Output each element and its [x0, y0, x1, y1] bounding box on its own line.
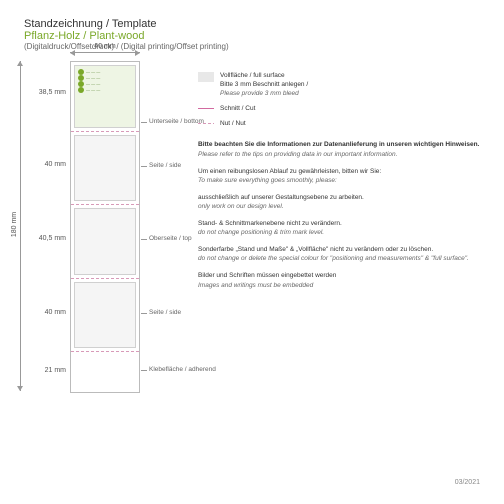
title-de: Standzeichnung / Template	[24, 18, 480, 30]
arrow-vertical-icon	[20, 61, 21, 391]
template-diagram: — — — — — — — — — — — — Unterseite / bot…	[70, 61, 140, 393]
notes: Bitte beachten Sie die Informationen zur…	[198, 140, 480, 289]
legend-cut: Schnitt / Cut	[198, 104, 480, 113]
segment-bottom-panel: — — — — — — — — — — — — Unterseite / bot…	[71, 62, 139, 132]
segment-glue: Klebefläche / adherend	[71, 352, 139, 392]
segment-content-1	[74, 135, 136, 201]
note-2: ausschließlich auf unserer Gestaltungseb…	[198, 193, 480, 211]
main: 40 mm 180 mm 38,5 mm 40 mm 40,5 mm 40 mm…	[24, 61, 480, 393]
note-intro: Bitte beachten Sie die Informationen zur…	[198, 140, 480, 158]
legend-text-full: Vollfläche / full surface Bitte 3 mm Bes…	[220, 71, 308, 98]
dim-height: 180 mm	[20, 61, 21, 391]
diagram-column: 40 mm 180 mm 38,5 mm 40 mm 40,5 mm 40 mm…	[24, 61, 184, 393]
segment-top-panel: Oberseite / top	[71, 205, 139, 279]
swatch-cut-icon	[198, 108, 214, 109]
seg-dim-3: 40 mm	[45, 309, 66, 316]
leader-line-icon	[141, 239, 147, 240]
legend-text-nut: Nut / Nut	[220, 119, 246, 128]
panel-label-2: Oberseite / top	[149, 235, 192, 242]
seg-dim-2: 40,5 mm	[39, 235, 66, 242]
panel-label-4: Klebefläche / adherend	[149, 366, 216, 373]
segment-content-3	[74, 282, 136, 348]
legend-full-surface: Vollfläche / full surface Bitte 3 mm Bes…	[198, 71, 480, 98]
note-1: Um einen reibungslosen Ablauf zu gewährl…	[198, 167, 480, 185]
segment-content-0: — — — — — — — — — — — —	[74, 65, 136, 128]
segment-content-2	[74, 208, 136, 275]
seg-dim-0: 38,5 mm	[39, 89, 66, 96]
dim-width: 40 mm	[70, 43, 140, 60]
legend-nut: Nut / Nut	[198, 119, 480, 128]
seg-dim-4: 21 mm	[45, 367, 66, 374]
segment-side-2: Seite / side	[71, 279, 139, 352]
title-product: Pflanz-Holz / Plant-wood	[24, 30, 480, 42]
segment-side-1: Seite / side	[71, 132, 139, 205]
leader-line-icon	[141, 313, 147, 314]
swatch-grey-icon	[198, 72, 214, 82]
info-column: Vollfläche / full surface Bitte 3 mm Bes…	[198, 61, 480, 393]
arrow-horizontal-icon	[70, 52, 140, 60]
legend: Vollfläche / full surface Bitte 3 mm Bes…	[198, 71, 480, 128]
dim-width-label: 40 mm	[70, 43, 140, 50]
leader-line-icon	[141, 166, 147, 167]
panel-label-0: Unterseite / bottom	[149, 118, 204, 125]
leader-line-icon	[141, 370, 147, 371]
leader-line-icon	[141, 122, 147, 123]
leaf-icon	[78, 87, 84, 93]
note-5: Bilder und Schriften müssen eingebettet …	[198, 271, 480, 289]
footer-date: 03/2021	[455, 479, 480, 486]
dim-height-label: 180 mm	[11, 212, 18, 237]
note-3: Stand- & Schnittmarkenebene nicht zu ver…	[198, 219, 480, 237]
seg-dim-1: 40 mm	[45, 161, 66, 168]
template-box: — — — — — — — — — — — — Unterseite / bot…	[70, 61, 140, 393]
panel-label-3: Seite / side	[149, 309, 181, 316]
panel-label-1: Seite / side	[149, 162, 181, 169]
legend-text-cut: Schnitt / Cut	[220, 104, 255, 113]
note-4: Sonderfarbe „Stand und Maße" & „Vollfläc…	[198, 245, 480, 263]
